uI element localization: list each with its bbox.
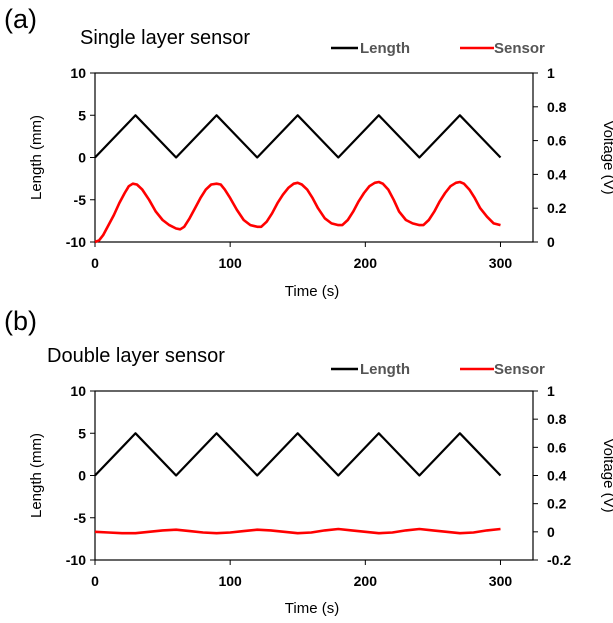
y-tick-label: 10: [70, 383, 86, 399]
y-tick-label: 0: [78, 468, 86, 484]
legend-label-length: Length: [360, 361, 410, 378]
plot-area-frame: [94, 390, 534, 561]
x-tick-label: 200: [354, 255, 378, 271]
x-tick-label: 0: [91, 573, 99, 589]
chart-title: Double layer sensor: [47, 345, 225, 367]
y2-tick-label: 0.6: [547, 133, 567, 149]
legend-label-sensor: Sensor: [494, 361, 545, 378]
x-tick-label: 300: [489, 255, 513, 271]
x-axis-title: Time (s): [285, 600, 339, 617]
y2-tick-label: 0.4: [547, 166, 567, 182]
y2-tick-label: 0.8: [547, 99, 567, 115]
x-tick-label: 0: [91, 255, 99, 271]
y-tick-label: 10: [70, 65, 86, 81]
y-tick-label: -10: [66, 234, 86, 250]
x-tick-label: 200: [354, 573, 378, 589]
x-tick-label: 300: [489, 573, 513, 589]
y2-axis-title: Voltage (V): [600, 438, 613, 512]
y2-tick-label: 1: [547, 65, 555, 81]
x-tick-label: 100: [218, 573, 242, 589]
chart-title: Single layer sensor: [80, 27, 250, 49]
series-line-sensor: [94, 527, 501, 535]
y-tick-label: 0: [78, 150, 86, 166]
y-tick-label: 5: [78, 425, 86, 441]
y2-tick-label: -0.2: [547, 552, 571, 568]
y2-tick-label: 0.4: [547, 468, 567, 484]
y2-tick-label: 0.8: [547, 411, 567, 427]
panel-label: (b): [4, 306, 37, 336]
chart-panel-1: (a) Single layer sensor Length Sensor -10 -5 0…: [4, 4, 613, 300]
y-tick-label: 5: [78, 107, 86, 123]
legend-label-sensor: Sensor: [494, 40, 545, 57]
y2-axis-title: Voltage (V): [600, 120, 613, 194]
y-axis-title: Length (mm): [28, 115, 45, 200]
series-line-length: [94, 432, 502, 477]
series-line-sensor: [94, 180, 501, 244]
legend-label-length: Length: [360, 40, 410, 57]
y2-tick-label: 1: [547, 383, 555, 399]
y2-tick-label: 0.6: [547, 439, 567, 455]
series-line-length: [94, 114, 502, 159]
y2-tick-label: 0.2: [547, 496, 567, 512]
x-tick-label: 100: [218, 255, 242, 271]
y2-tick-label: 0: [547, 234, 555, 250]
y-tick-label: -5: [74, 510, 87, 526]
y-tick-label: -5: [74, 192, 87, 208]
chart-panel-2: (b) Double layer sensor Length Sensor -10 -5 0…: [4, 306, 613, 617]
y2-tick-label: 0: [547, 524, 555, 540]
panel-label: (a): [4, 4, 37, 34]
y-tick-label: -10: [66, 552, 86, 568]
y-axis-title: Length (mm): [28, 433, 45, 518]
x-axis-title: Time (s): [285, 283, 339, 300]
y2-tick-label: 0.2: [547, 200, 567, 216]
